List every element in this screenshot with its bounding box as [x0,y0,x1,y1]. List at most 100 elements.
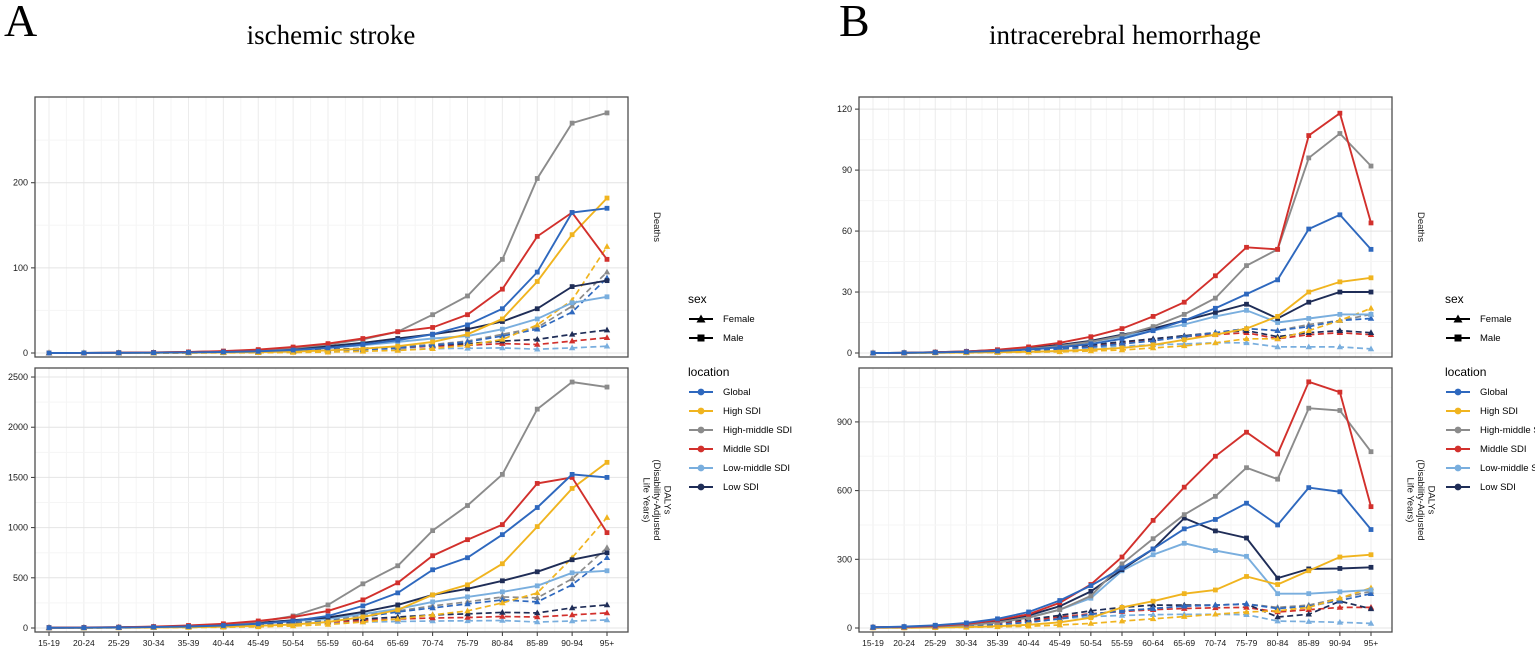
legend-label: Male [1480,332,1501,344]
marker-square [1181,311,1187,317]
marker-triangle [464,610,471,617]
marker-square [1181,591,1187,597]
marker-triangle [1149,611,1157,618]
marker-square [1306,591,1312,597]
marker-square [395,580,401,586]
marker-triangle [1243,339,1250,346]
marker-triangle [568,575,576,582]
marker-triangle [603,554,611,561]
marker-triangle [1305,603,1312,610]
marker-triangle [568,337,576,344]
marker-square [1368,449,1374,455]
marker-square [151,350,157,356]
marker-triangle [1118,340,1126,347]
marker-square [1275,582,1281,587]
marker-square [1212,305,1218,311]
x-tick-label: 25-29 [924,638,946,648]
marker-square [1275,320,1281,325]
marker-square [534,176,540,181]
marker-square [465,537,470,543]
x-tick-label: 25-29 [108,638,130,648]
x-tick-label: 45-49 [1049,638,1071,648]
marker-square [116,625,122,630]
marker-triangle [568,344,576,351]
marker-square [534,233,540,239]
marker-square [1119,554,1125,560]
marker-square [465,312,470,318]
x-tick-label: 40-44 [1018,638,1040,648]
marker-triangle [1181,602,1188,609]
marker-square [534,505,540,510]
marker-triangle [429,617,436,624]
marker-triangle [1274,335,1281,342]
location-legend-key-icon [1446,445,1470,453]
marker-triangle [1149,337,1157,344]
y-tick-label: 0 [23,348,28,358]
marker-square [1306,133,1312,138]
marker-square [325,345,331,351]
marker-square [1026,347,1032,352]
marker-square [604,256,610,262]
marker-square [1057,607,1063,613]
marker-square [1244,429,1249,435]
svg-text:Deaths: Deaths [651,212,662,242]
marker-square [325,619,331,625]
marker-square [1306,226,1312,232]
marker-square [1368,275,1374,281]
marker-square [569,210,575,215]
marker-square [1212,517,1218,522]
location-legend-key-icon [1446,426,1470,434]
marker-square [1244,553,1249,559]
marker-square [1026,344,1032,350]
svg-text:Life Years): Life Years) [641,478,652,523]
x-tick-label: 20-24 [893,638,915,648]
marker-square [534,524,540,530]
marker-square [1368,587,1374,593]
marker-triangle [1336,594,1344,601]
marker-square [465,293,470,299]
marker-square [1088,583,1094,589]
marker-square [534,569,540,575]
marker-square [1275,314,1281,319]
marker-triangle [534,325,541,332]
marker-triangle [499,609,506,615]
marker-triangle [464,341,471,348]
marker-triangle [1118,607,1126,614]
marker-square [569,300,575,306]
legend-label: High-middle SDI [723,424,793,436]
marker-triangle [429,611,436,618]
marker-square [1337,554,1343,560]
marker-square [360,342,366,347]
marker-square [186,624,191,629]
marker-square [1244,301,1249,307]
marker-square [604,110,610,116]
triangle-legend-key-icon [1446,314,1470,323]
marker-square [325,608,331,614]
panel-a-ischemic-stroke: A ischemic stroke 0 100 200 Deaths 0 500 1000 1… [4,0,833,648]
legend-label: Low SDI [1480,481,1516,493]
x-tick-label: 80-84 [492,638,514,648]
marker-triangle [499,344,506,351]
marker-square [1119,333,1125,339]
marker-square [1244,326,1249,332]
marker-square [1212,548,1218,554]
marker-triangle [1212,339,1219,346]
marker-triangle [1367,620,1375,626]
y-tick-label: 1500 [8,472,28,482]
marker-triangle [499,617,506,623]
legend-label: Female [1480,313,1512,325]
marker-square [325,348,331,353]
marker-triangle [534,335,541,342]
legend-item-location-high-sdi: High SDI [688,405,833,417]
y-tick-label: 90 [842,165,852,175]
svg-text:(Disability-Adjusted: (Disability-Adjusted [1415,459,1426,540]
marker-square [499,319,505,324]
marker-square [430,599,436,605]
marker-square [1368,504,1374,510]
y-tick-label: 300 [837,554,852,564]
marker-triangle [568,302,576,309]
x-tick-label: 95+ [1364,638,1378,648]
marker-square [901,624,907,630]
marker-square [1150,342,1156,348]
square-legend-key-icon [689,334,713,342]
